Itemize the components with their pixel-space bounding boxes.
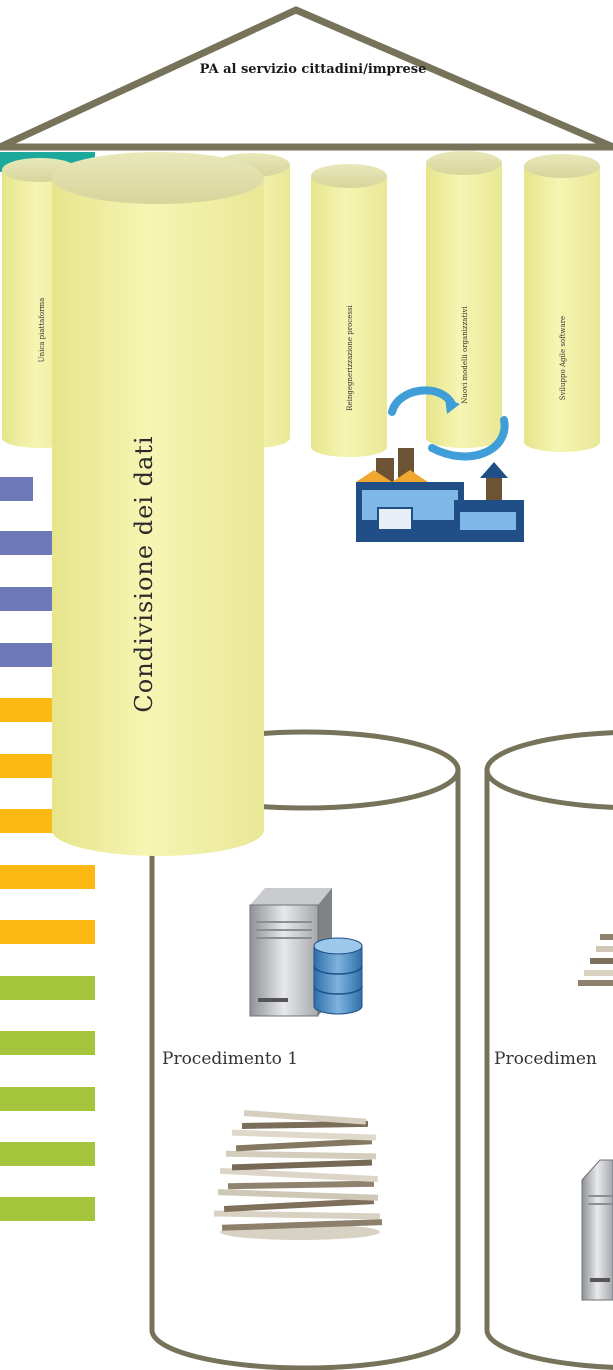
bar-green-2	[0, 1031, 95, 1055]
repository-label-1: Procedimento 1	[162, 1049, 298, 1069]
pillar-label-1: Unica piattaforma	[38, 298, 46, 363]
pillar-label-3: Nuovi modelli organizzativi	[461, 306, 469, 404]
bar-blue-1	[0, 477, 33, 501]
server-icon-2	[581, 1159, 613, 1301]
repository-label-2: Procedimen	[494, 1049, 597, 1069]
factory-icon	[356, 386, 524, 542]
bar-orange-3	[0, 809, 60, 833]
bar-blue-4	[0, 643, 60, 667]
bar-green-1	[0, 976, 95, 1000]
bar-green-3	[0, 1087, 95, 1111]
pillar-label-2: Reingegnerizzazione processi	[346, 304, 354, 410]
pillar-label-4: Sviluppo Agile software	[559, 316, 567, 400]
roof: PA al servizio cittadini/imprese	[0, 6, 613, 151]
bar-orange-5	[0, 920, 95, 944]
bar-green-5	[0, 1197, 95, 1221]
bar-orange-2	[0, 754, 60, 778]
pillar-nuovi-modelli: Nuovi modelli organizzativi	[426, 151, 502, 448]
pillar-sviluppo-agile: Sviluppo Agile software	[524, 154, 600, 452]
bar-orange-4	[0, 865, 95, 889]
main-cylinder-label: Condivisione dei dati	[130, 435, 158, 712]
bar-blue-3	[0, 587, 60, 611]
bar-orange-1	[0, 698, 60, 722]
paper-stack-icon	[213, 1110, 383, 1240]
paper-stack-icon-2	[578, 934, 613, 986]
left-color-bars	[0, 152, 95, 1221]
bar-green-4	[0, 1142, 95, 1166]
roof-title: PA al servizio cittadini/imprese	[200, 62, 427, 77]
server-database-icon	[249, 888, 363, 1017]
bar-blue-2	[0, 531, 60, 555]
pillar-reingegnerizzazione: Reingegnerizzazione processi	[311, 164, 387, 457]
main-data-cylinder: Condivisione dei dati	[52, 152, 264, 856]
